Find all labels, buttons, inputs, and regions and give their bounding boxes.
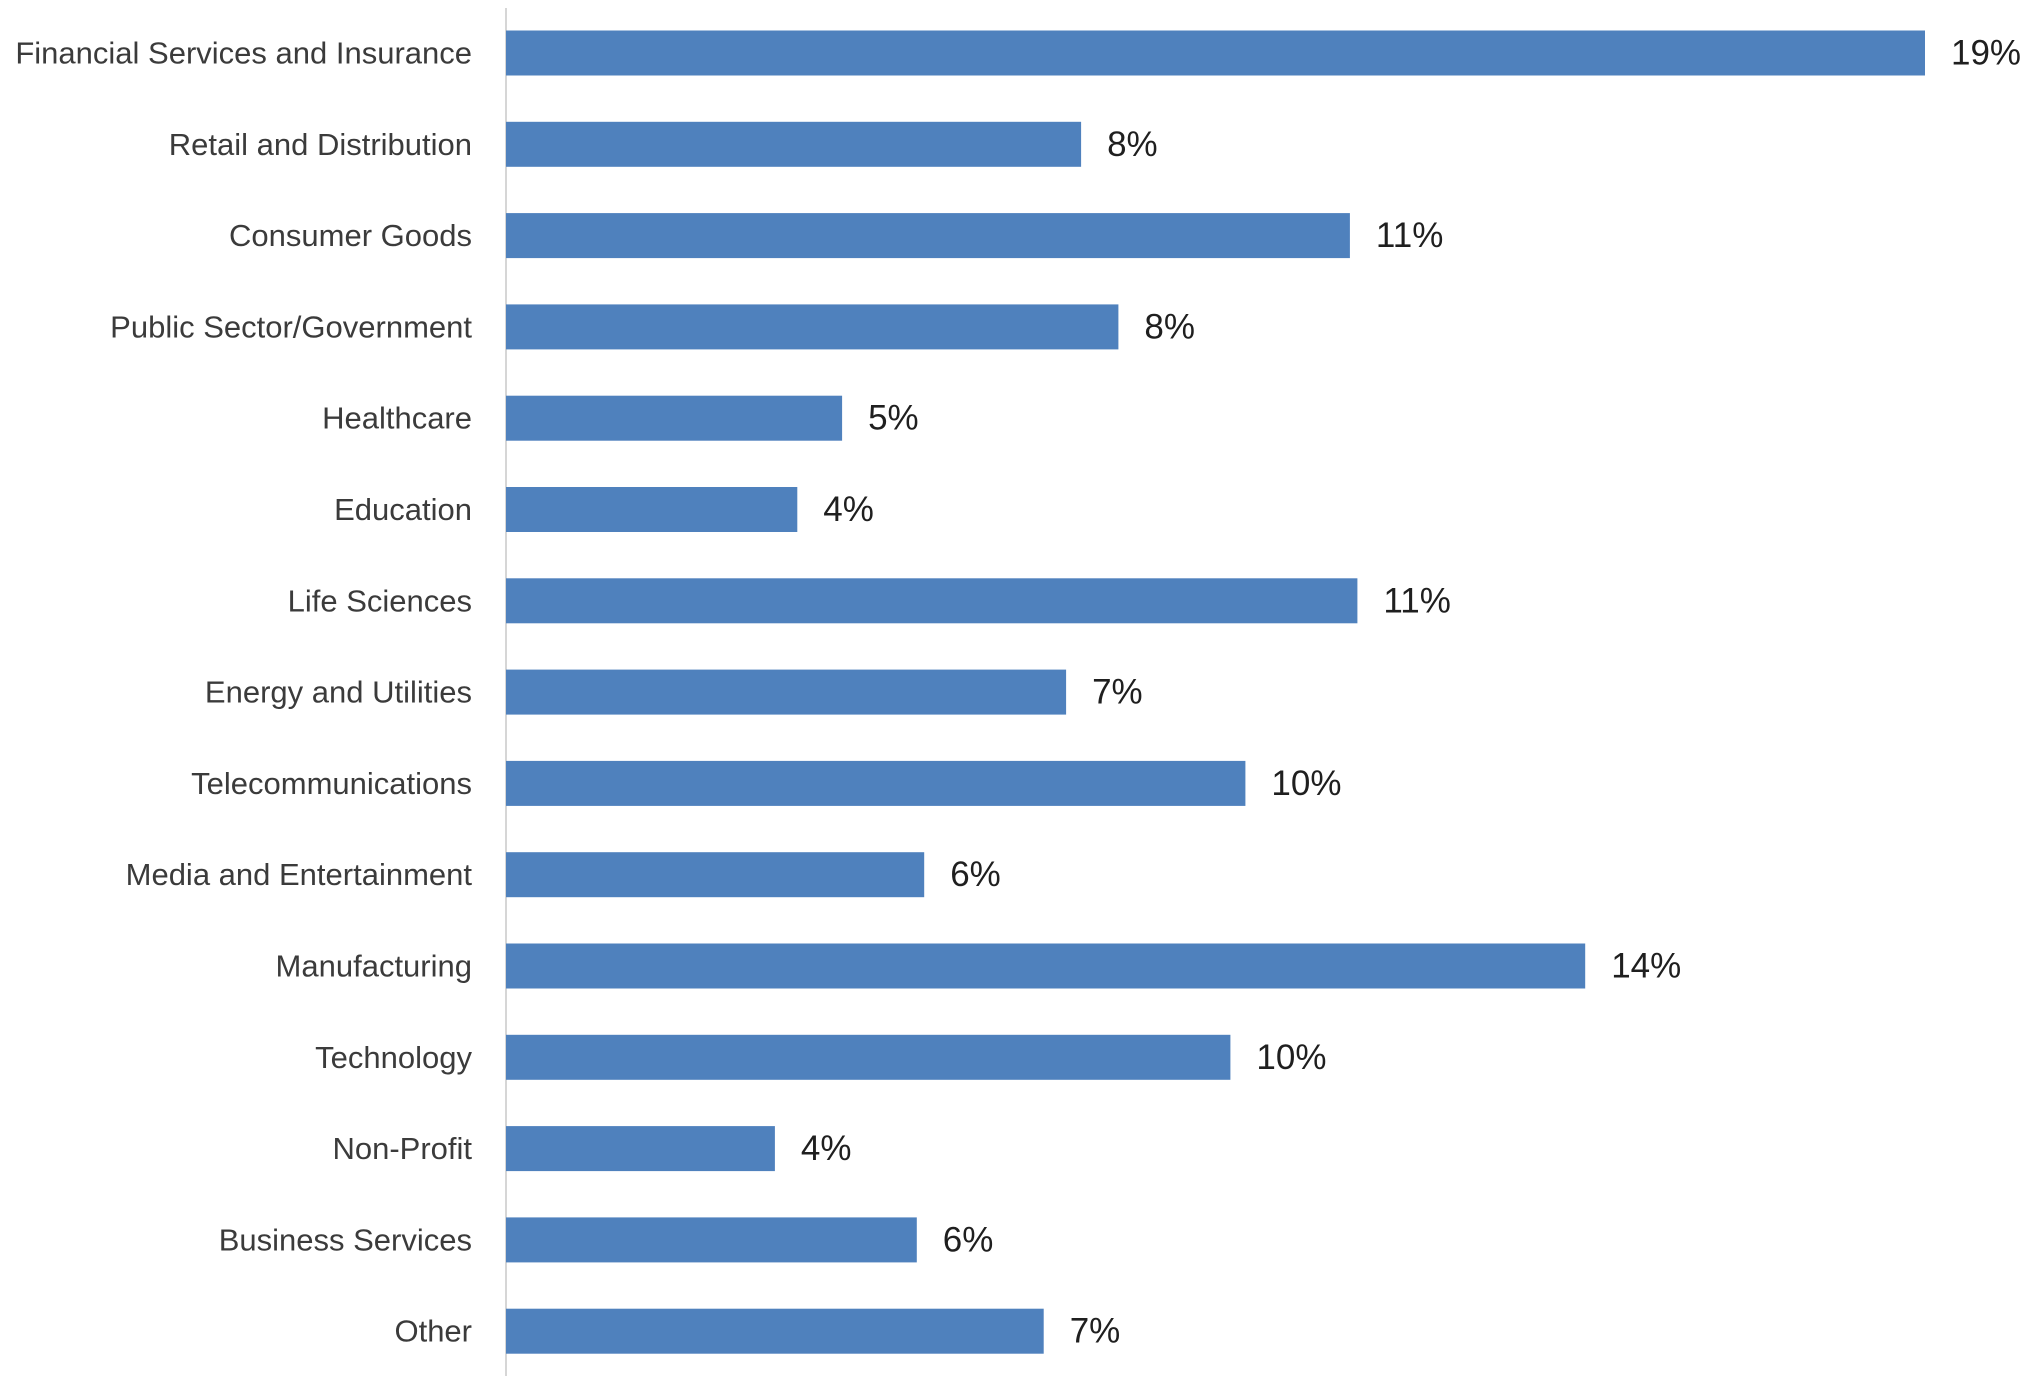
value-label: 6% bbox=[950, 855, 1001, 894]
bar bbox=[506, 669, 1067, 715]
bar bbox=[506, 578, 1358, 624]
value-label: 6% bbox=[943, 1220, 994, 1259]
category-label: Telecommunications bbox=[191, 766, 472, 801]
bar bbox=[506, 1034, 1231, 1080]
bar bbox=[506, 943, 1586, 989]
bar bbox=[506, 760, 1246, 806]
category-label: Life Sciences bbox=[288, 583, 472, 618]
category-label: Healthcare bbox=[322, 401, 472, 436]
value-label: 10% bbox=[1271, 764, 1341, 803]
value-label: 10% bbox=[1256, 1038, 1326, 1077]
bar bbox=[506, 1217, 917, 1263]
bar bbox=[506, 487, 798, 532]
value-label: 4% bbox=[823, 490, 874, 529]
category-label: Manufacturing bbox=[276, 949, 472, 984]
value-label: 14% bbox=[1611, 947, 1681, 986]
category-label: Media and Entertainment bbox=[126, 857, 473, 892]
category-label: Financial Services and Insurance bbox=[15, 36, 472, 71]
category-label: Other bbox=[394, 1314, 472, 1349]
bar bbox=[506, 395, 843, 441]
value-label: 8% bbox=[1144, 307, 1195, 346]
category-label: Public Sector/Government bbox=[110, 309, 472, 344]
value-label: 11% bbox=[1376, 216, 1443, 255]
bar bbox=[506, 304, 1119, 350]
category-label: Energy and Utilities bbox=[205, 675, 472, 710]
bar bbox=[506, 1308, 1044, 1354]
value-label: 7% bbox=[1070, 1312, 1121, 1351]
value-labels: 19% 8% 11% 8% 5% 4% 11% 7% 10% 6% 14% 10% 4% 6% 7% bbox=[801, 34, 2021, 1351]
category-label: Technology bbox=[315, 1040, 472, 1075]
value-label: 7% bbox=[1092, 673, 1143, 712]
category-label: Education bbox=[334, 492, 472, 527]
bar bbox=[506, 121, 1082, 167]
bar bbox=[506, 852, 925, 898]
bars-layer bbox=[506, 30, 1925, 1354]
value-label: 11% bbox=[1383, 581, 1450, 620]
value-label: 8% bbox=[1107, 125, 1158, 164]
value-label: 19% bbox=[1951, 34, 2021, 73]
bar bbox=[506, 1126, 775, 1172]
category-label: Retail and Distribution bbox=[169, 127, 472, 162]
bar bbox=[506, 30, 1925, 76]
category-label: Business Services bbox=[219, 1222, 472, 1257]
value-label: 4% bbox=[801, 1129, 852, 1168]
bar bbox=[506, 213, 1350, 259]
category-label: Non-Profit bbox=[332, 1131, 472, 1166]
category-label: Consumer Goods bbox=[229, 218, 472, 253]
category-labels: Financial Services and Insurance Retail a… bbox=[15, 36, 472, 1349]
value-label: 5% bbox=[868, 399, 919, 438]
